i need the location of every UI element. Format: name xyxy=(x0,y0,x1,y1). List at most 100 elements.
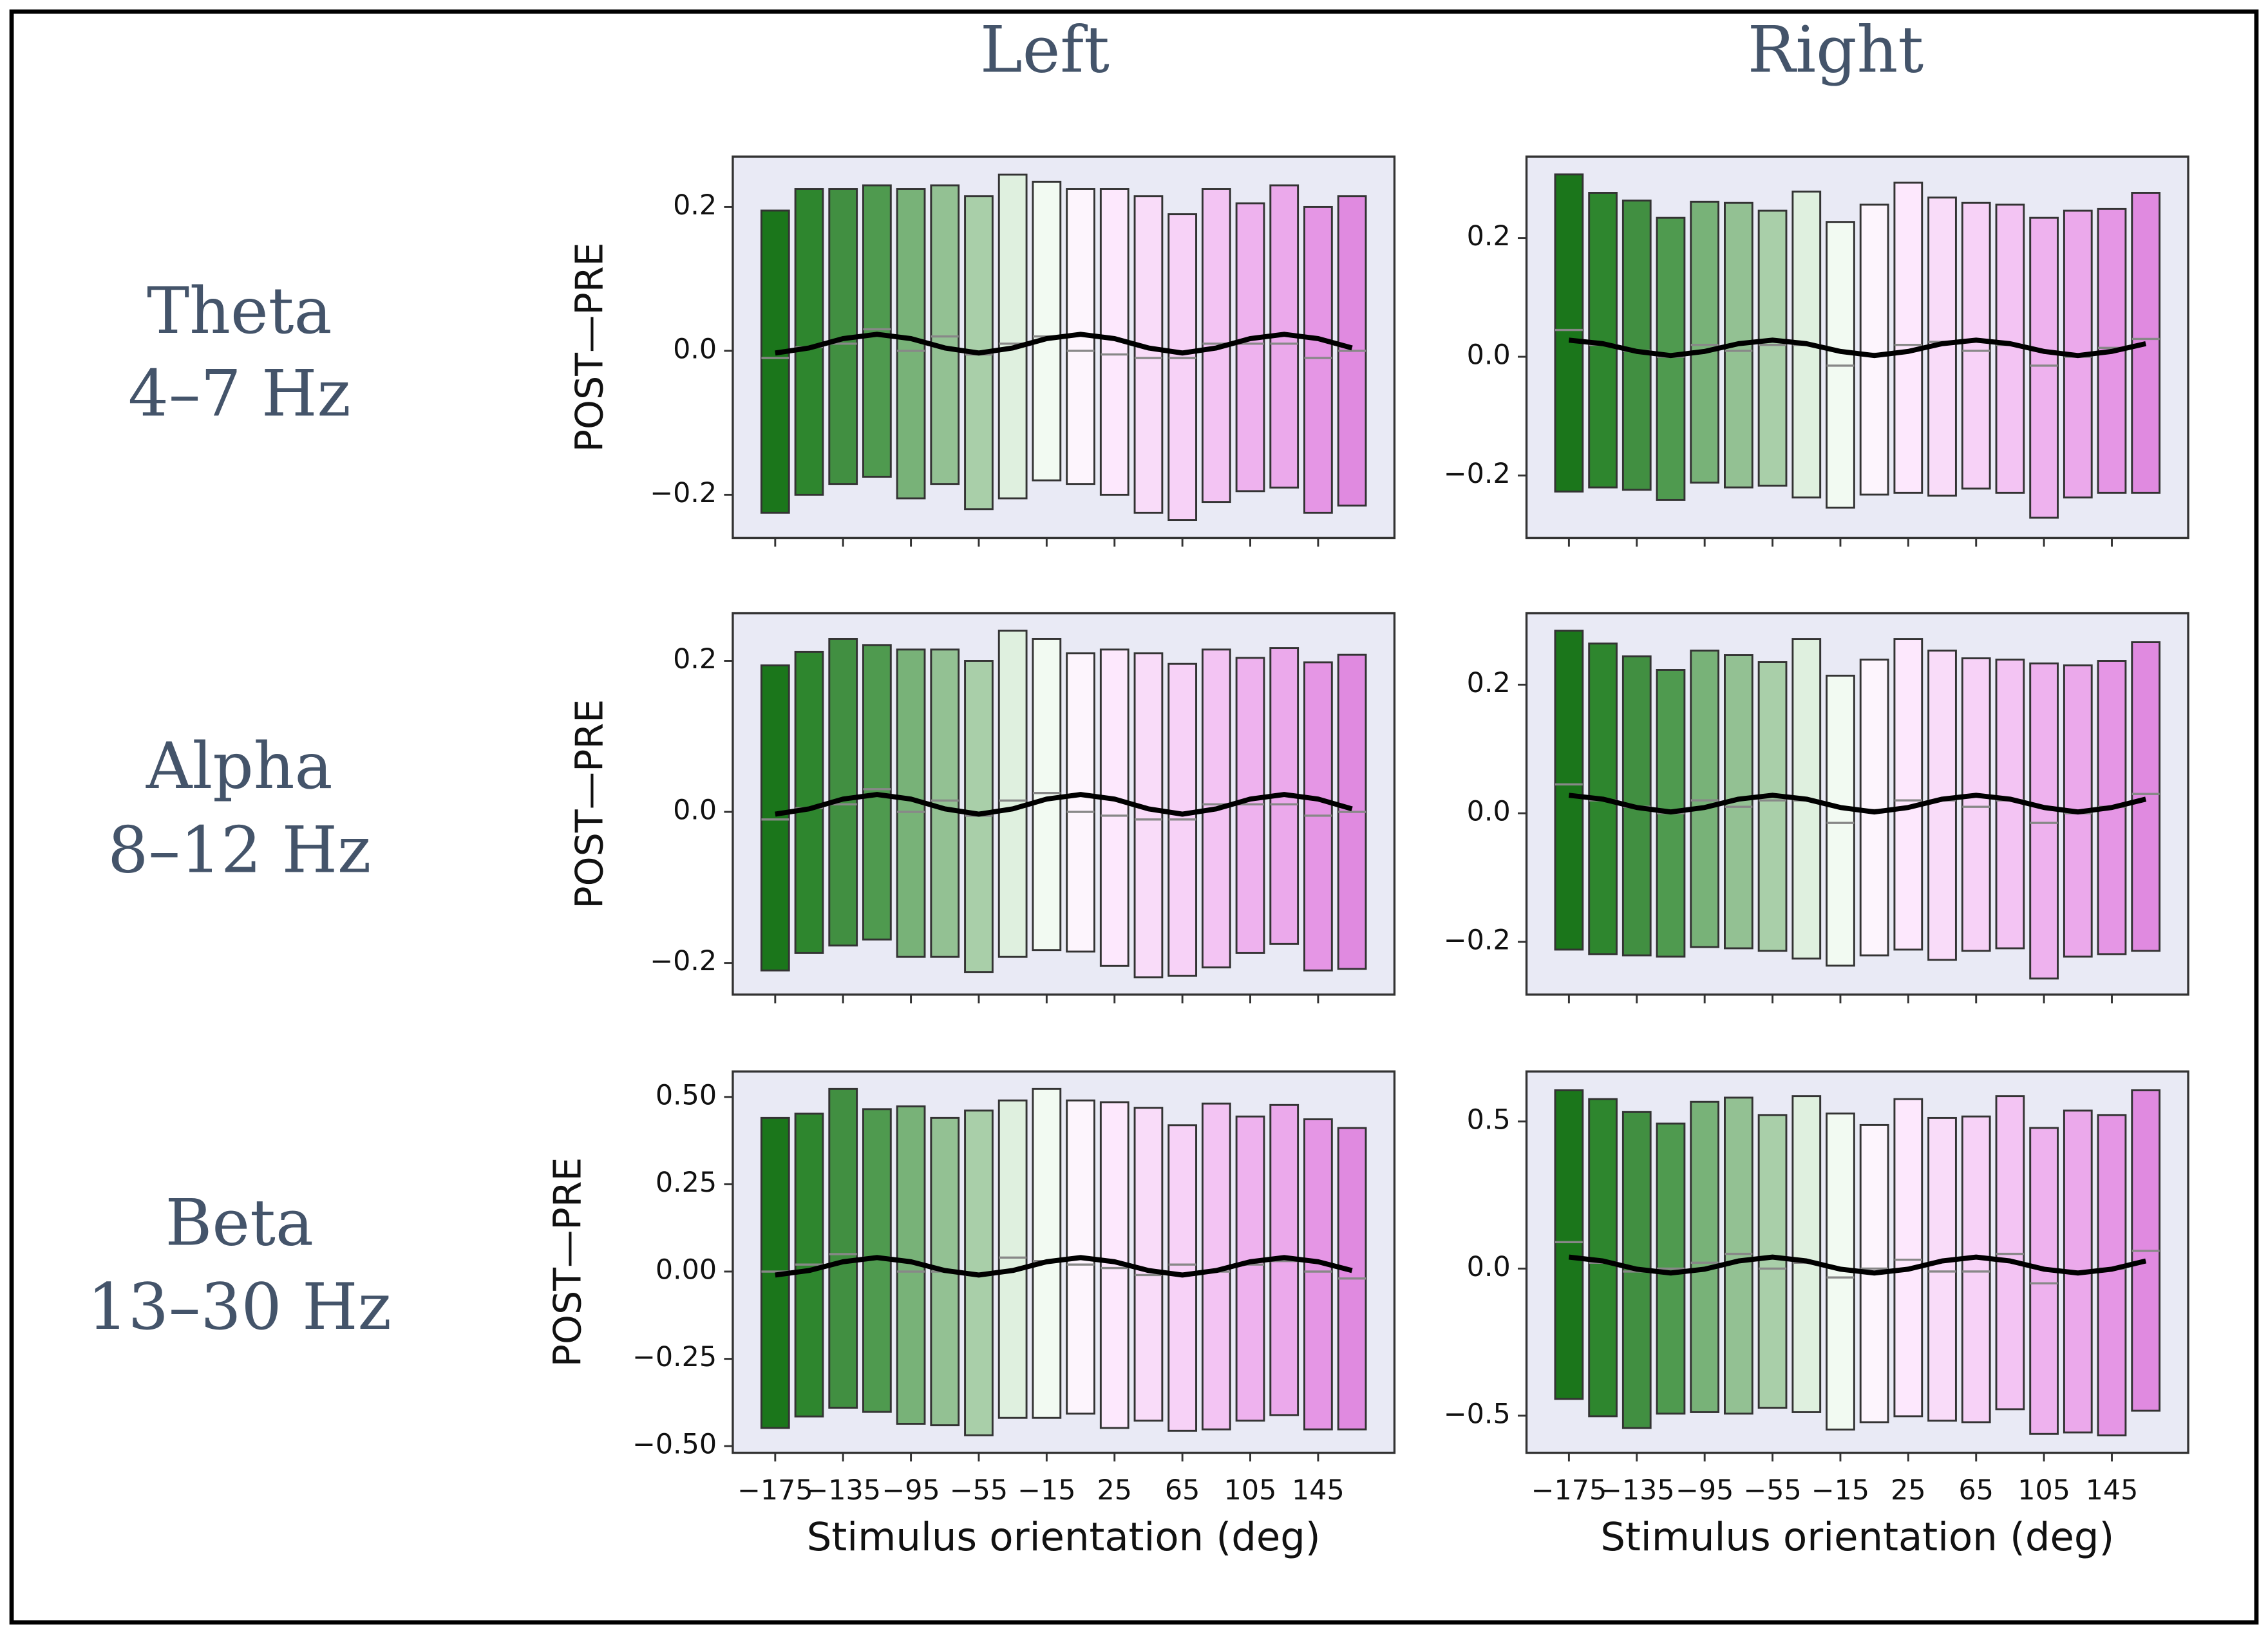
range-bar xyxy=(1757,661,1788,952)
range-bar xyxy=(1303,205,1333,514)
range-bar xyxy=(828,638,858,947)
y-tick-label: 0.0 xyxy=(673,333,717,365)
x-tick-label: 25 xyxy=(1891,1474,1925,1507)
range-bar xyxy=(1167,1124,1198,1432)
range-bar xyxy=(1826,675,1855,967)
range-bar xyxy=(1032,638,1062,952)
x-axis-label: Stimulus orientation (deg) xyxy=(1600,1515,2114,1560)
row-band: 4–7 Hz xyxy=(128,357,351,431)
range-bar xyxy=(2029,662,2059,980)
y-tick-label: 0.5 xyxy=(1467,1103,1511,1136)
x-tick-label: −135 xyxy=(1599,1474,1675,1507)
range-bar xyxy=(1554,173,1584,493)
y-tick-label: 0.0 xyxy=(1467,796,1511,828)
range-bar xyxy=(1723,1096,1753,1415)
range-bar xyxy=(1961,202,1991,490)
range-bar xyxy=(1032,1087,1062,1419)
column-title: Left xyxy=(980,14,1110,88)
x-tick-label: −175 xyxy=(737,1474,813,1507)
range-bar xyxy=(997,173,1028,500)
y-tick-label: −0.2 xyxy=(650,945,717,977)
y-tick-label: −0.25 xyxy=(632,1341,717,1373)
range-bar xyxy=(2029,216,2059,519)
range-bar xyxy=(1066,652,1095,953)
y-tick-label: 0.2 xyxy=(673,189,717,221)
x-tick-label: −95 xyxy=(1676,1474,1734,1507)
y-tick-label: 0.2 xyxy=(673,643,717,675)
range-bar xyxy=(1893,1098,1923,1418)
x-axis-label: Stimulus orientation (deg) xyxy=(807,1515,1321,1560)
range-bar xyxy=(1032,180,1062,482)
x-tick-label: −95 xyxy=(882,1474,940,1507)
range-bar xyxy=(1167,213,1198,521)
range-bar xyxy=(1859,659,1889,957)
range-bar xyxy=(1235,202,1265,493)
x-tick-label: 105 xyxy=(1224,1474,1277,1507)
mean-curve xyxy=(1568,1254,2147,1276)
mean-curve xyxy=(1568,337,2147,359)
range-bar xyxy=(1893,182,1923,494)
range-bar xyxy=(1099,648,1129,967)
range-bar xyxy=(1757,209,1788,487)
range-bar xyxy=(1303,1118,1333,1431)
y-tick-label: 0.0 xyxy=(673,794,717,827)
y-tick-label: −0.50 xyxy=(632,1429,717,1461)
range-bar xyxy=(930,648,960,958)
row-label: Theta xyxy=(147,274,332,348)
mean-curve xyxy=(775,792,1353,817)
x-tick-label: 105 xyxy=(2018,1474,2070,1507)
mean-curve xyxy=(775,332,1353,356)
x-tick-label: −55 xyxy=(950,1474,1008,1507)
x-tick-label: 25 xyxy=(1097,1474,1132,1507)
range-bar xyxy=(1757,1114,1788,1409)
y-tick-label: −0.2 xyxy=(1444,458,1511,490)
range-bar xyxy=(1927,1116,1957,1422)
range-bar xyxy=(1690,650,1720,948)
y-tick-label: −0.2 xyxy=(1444,924,1511,956)
x-tick-label: −15 xyxy=(1017,1474,1075,1507)
x-tick-label: 145 xyxy=(1292,1474,1345,1507)
range-bar xyxy=(997,630,1028,958)
column-title: Right xyxy=(1748,14,1924,88)
row-band: 8–12 Hz xyxy=(108,814,371,888)
range-bar xyxy=(1554,630,1584,951)
row-label: Beta xyxy=(165,1186,314,1260)
y-axis-label: POST—PRE xyxy=(546,1157,590,1367)
y-tick-label: −0.5 xyxy=(1444,1398,1511,1430)
range-bar xyxy=(1961,1115,1991,1423)
x-tick-label: −135 xyxy=(805,1474,881,1507)
range-bar xyxy=(1995,203,2025,494)
range-bar xyxy=(1133,652,1164,979)
range-bar xyxy=(2131,192,2161,494)
y-tick-label: 0.25 xyxy=(656,1167,717,1199)
y-tick-label: 0.0 xyxy=(1467,339,1511,371)
mean-curve xyxy=(775,1255,1353,1278)
x-tick-label: 65 xyxy=(1958,1474,1993,1507)
range-bar xyxy=(930,184,960,485)
range-bar xyxy=(1995,1095,2025,1411)
range-bar xyxy=(2131,641,2161,952)
y-tick-label: 0.2 xyxy=(1467,220,1511,252)
range-bar xyxy=(1621,200,1652,491)
range-bar xyxy=(1961,657,1991,952)
row-label: Alpha xyxy=(146,729,333,803)
range-bar xyxy=(760,209,790,514)
x-tick-label: −55 xyxy=(1743,1474,1801,1507)
y-tick-label: 0.50 xyxy=(656,1079,717,1111)
y-tick-label: 0.2 xyxy=(1467,667,1511,699)
range-bar xyxy=(1690,1100,1720,1413)
range-bar xyxy=(1791,1095,1822,1413)
range-bar xyxy=(862,184,892,478)
y-axis-label: POST—PRE xyxy=(567,242,611,452)
range-bar xyxy=(794,188,824,496)
y-tick-label: 0.0 xyxy=(1467,1251,1511,1283)
y-tick-label: −0.2 xyxy=(650,477,717,509)
mean-curve xyxy=(1568,793,2147,815)
range-bar xyxy=(1201,1102,1231,1431)
range-bar xyxy=(1859,203,1889,496)
x-tick-label: −15 xyxy=(1811,1474,1869,1507)
range-bar xyxy=(828,1087,858,1409)
range-bar xyxy=(1133,195,1164,514)
